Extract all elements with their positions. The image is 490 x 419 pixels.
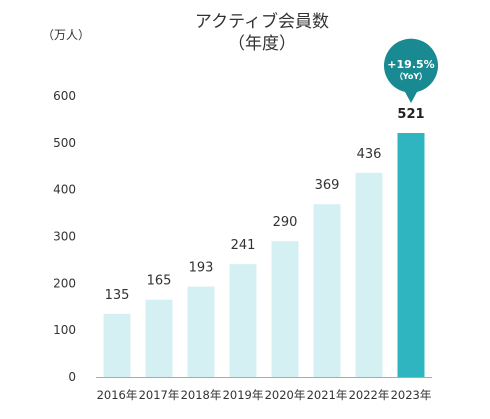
x-axis-ticks: 2016年 2017年 2018年 2019年 2020年 2021年 2022年 2023年 (97, 388, 432, 402)
y-tick-label: 100 (53, 323, 76, 337)
yoy-badge: +19.5% （YoY） (383, 38, 439, 103)
data-label: 521 (397, 107, 424, 122)
data-labels: 135 165 193 241 290 369 436 521 (105, 107, 425, 303)
x-tick-label: 2016年 (97, 388, 138, 402)
data-label: 369 (315, 178, 340, 193)
y-tick-label: 400 (53, 183, 76, 197)
data-label: 135 (105, 288, 130, 303)
bar-2022 (355, 172, 383, 377)
data-label: 436 (357, 147, 382, 162)
chart-subtitle: （年度） (228, 34, 296, 54)
bar-2019 (229, 264, 257, 377)
bars (103, 132, 425, 377)
x-tick-label: 2023年 (391, 388, 432, 402)
x-tick-label: 2019年 (223, 388, 264, 402)
y-tick-label: 500 (53, 136, 76, 150)
data-label: 290 (273, 215, 298, 230)
chart-title: アクティブ会員数 (195, 11, 329, 32)
x-tick-label: 2020年 (265, 388, 306, 402)
badge-growth-rate: +19.5% (387, 58, 434, 71)
x-tick-label: 2021年 (307, 388, 348, 402)
badge-yoy-label: （YoY） (395, 71, 427, 81)
x-tick-label: 2017年 (139, 388, 180, 402)
y-tick-label: 600 (53, 89, 76, 103)
badge-bubble (383, 38, 439, 103)
x-tick-label: 2022年 (349, 388, 390, 402)
data-label: 165 (147, 274, 172, 289)
bar-2018 (187, 286, 215, 377)
y-tick-label: 200 (53, 276, 76, 290)
bar-2017 (145, 299, 173, 377)
y-axis-ticks: 0 100 200 300 400 500 600 (53, 89, 76, 384)
bar-2020 (271, 241, 299, 377)
y-axis-unit-label: （万人） (42, 28, 90, 42)
y-tick-label: 300 (53, 230, 76, 244)
bar-2021 (313, 204, 341, 377)
bar-2016 (103, 313, 131, 377)
bar-2023 (397, 132, 425, 377)
data-label: 241 (231, 238, 256, 253)
x-tick-label: 2018年 (181, 388, 222, 402)
y-tick-label: 0 (68, 370, 76, 384)
data-label: 193 (189, 261, 214, 276)
